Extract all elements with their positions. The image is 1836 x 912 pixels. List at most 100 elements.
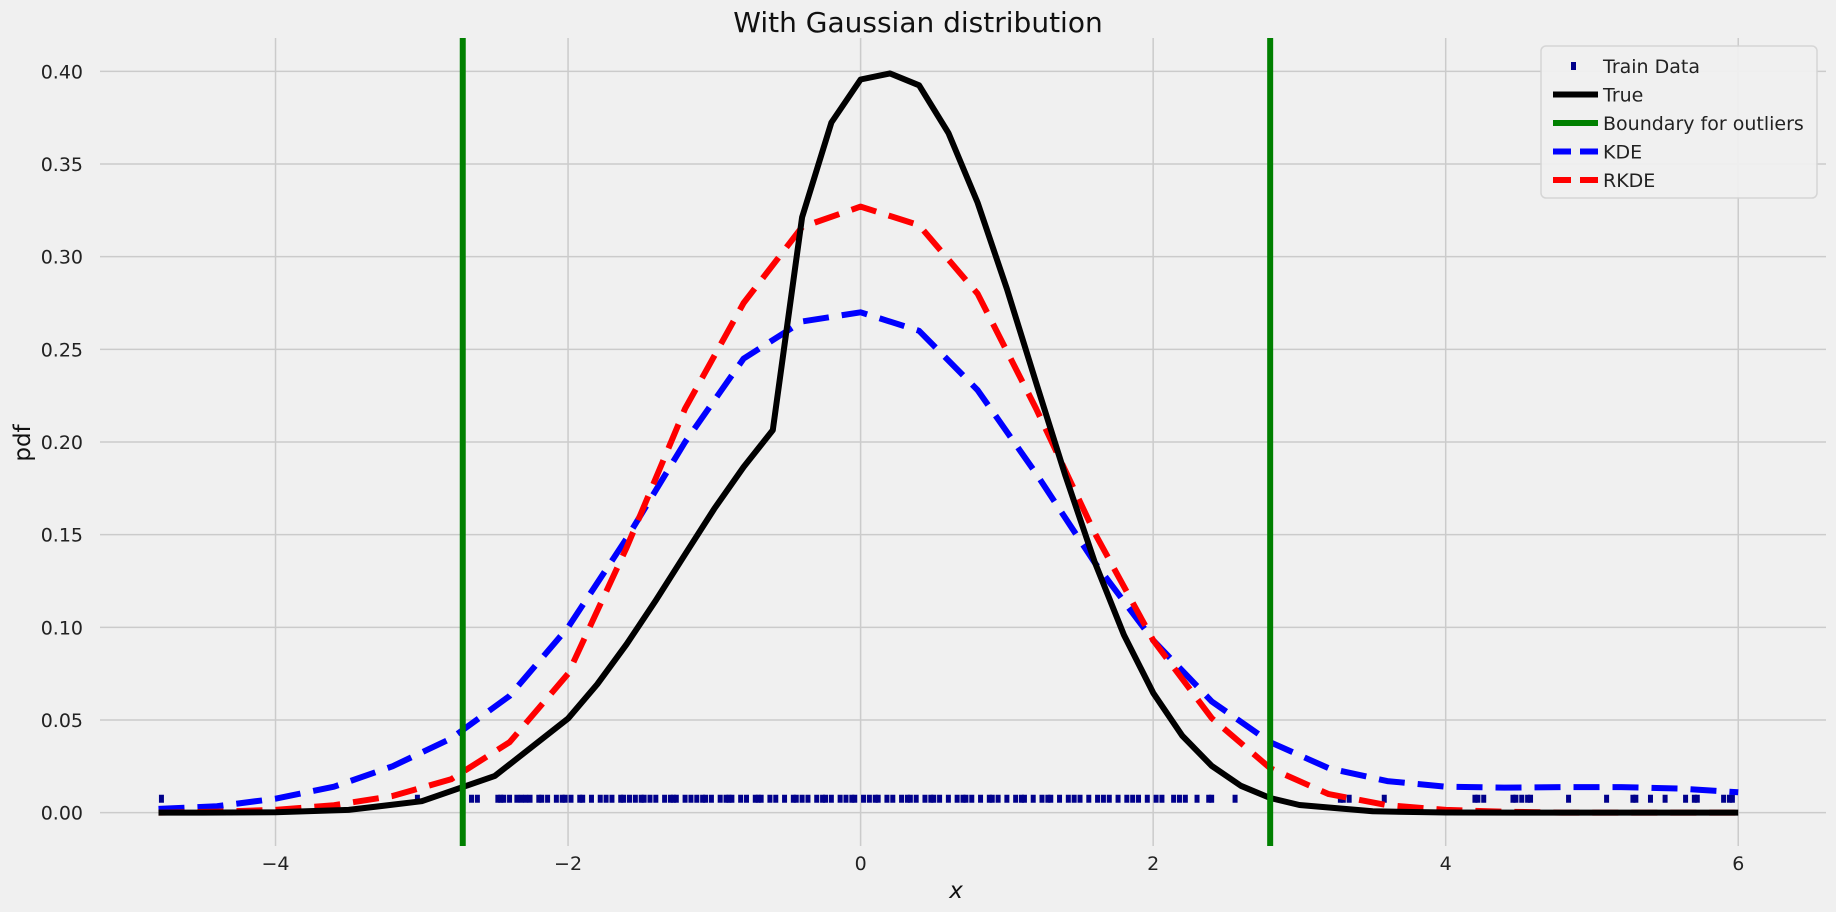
train-data-marker (843, 794, 849, 803)
train-data-marker (1604, 794, 1610, 803)
train-data-marker (1045, 794, 1051, 803)
train-data-marker (469, 794, 475, 803)
train-data-marker (507, 794, 513, 803)
legend-box (1540, 45, 1818, 199)
train-data-marker (814, 794, 820, 803)
train-data-marker (527, 794, 533, 803)
legend-label-kde: KDE (1603, 142, 1642, 164)
train-data-marker (1065, 794, 1071, 803)
train-data-marker (1481, 794, 1487, 803)
train-data-marker (922, 794, 928, 803)
train-data-marker (1694, 794, 1700, 803)
legend-label-true: True (1602, 85, 1643, 107)
train-data-marker (1726, 794, 1732, 803)
y-tick-label: 0.05 (41, 710, 83, 732)
train-data-marker (782, 794, 788, 803)
train-data-marker (1525, 794, 1531, 803)
y-axis-label: pdf (10, 423, 36, 461)
train-data-marker (1039, 794, 1045, 803)
train-data-marker (1510, 794, 1516, 803)
train-data-marker (773, 794, 779, 803)
train-data-marker (969, 794, 975, 803)
x-tick-label: 4 (1440, 853, 1452, 875)
train-data-marker (852, 794, 858, 803)
train-data-marker (907, 794, 913, 803)
x-tick-label: 0 (855, 853, 867, 875)
train-data-marker (670, 794, 676, 803)
y-tick-label: 0.25 (41, 339, 83, 361)
train-data-marker (1144, 794, 1150, 803)
train-data-marker (1232, 794, 1238, 803)
y-tick-label: 0.30 (41, 247, 83, 269)
y-tick-label: 0.10 (41, 617, 83, 639)
train-data-marker (568, 794, 574, 803)
train-data-marker (954, 794, 960, 803)
y-tick-label: 0.40 (41, 61, 83, 83)
train-data-marker (790, 794, 796, 803)
x-axis-label: x (948, 878, 963, 904)
train-data-marker (501, 794, 507, 803)
train-data-marker (755, 794, 761, 803)
train-data-marker (805, 794, 811, 803)
train-data-marker (820, 794, 826, 803)
train-data-marker (1159, 794, 1165, 803)
train-data-marker (1057, 794, 1063, 803)
legend-label-train-data: Train Data (1602, 56, 1700, 78)
train-data-marker (627, 794, 633, 803)
train-data-marker (828, 794, 834, 803)
train-data-marker (849, 794, 855, 803)
train-data-marker (708, 794, 714, 803)
train-data-marker (688, 794, 694, 803)
train-data-marker (1633, 794, 1639, 803)
train-data-marker (1729, 794, 1735, 803)
train-data-marker (978, 794, 984, 803)
train-data-marker (1095, 794, 1101, 803)
train-data-marker (158, 794, 164, 803)
train-data-marker (937, 794, 943, 803)
legend-marker-train-data (1571, 62, 1576, 70)
train-data-marker (945, 794, 951, 803)
train-data-marker (1021, 794, 1027, 803)
train-data-marker (641, 794, 647, 803)
train-data-marker (1194, 794, 1200, 803)
train-data-marker (577, 794, 583, 803)
train-data-marker (609, 794, 615, 803)
train-data-marker (872, 794, 878, 803)
true-line (158, 70, 1739, 816)
train-data-marker (1077, 794, 1083, 803)
train-data-marker (1630, 794, 1636, 803)
train-data-marker (1566, 794, 1572, 803)
train-data-marker (1106, 794, 1112, 803)
x-tick-label: −2 (554, 853, 582, 875)
train-data-marker (603, 794, 609, 803)
train-data-marker (632, 794, 638, 803)
train-data-marker (837, 794, 843, 803)
train-data-marker (738, 794, 744, 803)
train-data-marker (1475, 794, 1481, 803)
y-tick-label: 0.15 (41, 525, 83, 547)
train-data-marker (1030, 794, 1036, 803)
train-data-marker (1071, 794, 1077, 803)
train-data-marker (1472, 794, 1478, 803)
train-data-marker (866, 794, 872, 803)
train-data-marker (618, 794, 624, 803)
train-data-marker (700, 794, 706, 803)
train-data-marker (1171, 794, 1177, 803)
train-data-marker (1004, 794, 1010, 803)
kde-line (158, 309, 1739, 812)
train-data-marker (597, 794, 603, 803)
train-data-marker (562, 794, 568, 803)
train-data-marker (474, 794, 480, 803)
train-data-marker (904, 794, 910, 803)
plot-area (158, 38, 1739, 846)
train-data-marker (638, 794, 644, 803)
train-data-marker (523, 794, 529, 803)
train-data-marker (931, 794, 937, 803)
y-tick-label: 0.00 (41, 803, 83, 825)
train-data-marker (995, 794, 1001, 803)
train-data-marker (536, 794, 542, 803)
train-data-marker (1206, 794, 1212, 803)
train-data-marker (1513, 794, 1519, 803)
train-data-marker (1100, 794, 1106, 803)
